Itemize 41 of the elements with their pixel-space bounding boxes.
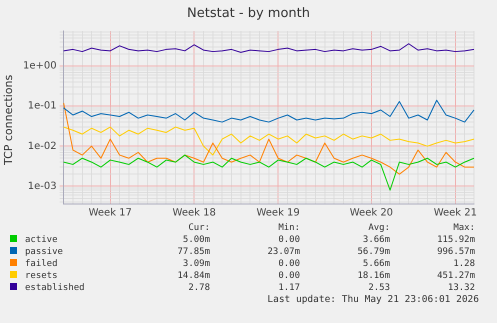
text: 5.66m	[362, 258, 390, 270]
text: 1.17	[277, 282, 300, 294]
text: 0.00	[277, 258, 300, 270]
text: 56.79m	[356, 246, 390, 258]
legend-label: active	[24, 234, 59, 246]
x-tick-label: Week 20	[350, 208, 394, 219]
text: 115.92m	[436, 234, 475, 246]
x-tick-label: Week 21	[434, 208, 478, 219]
y-tick-label: 1e-01	[28, 100, 57, 112]
text: 13.32	[446, 282, 475, 294]
text: 2.78	[187, 282, 210, 294]
legend-label: failed	[24, 258, 59, 270]
text: Cur:	[187, 222, 210, 234]
text: Avg:	[367, 222, 390, 234]
text: 14.84m	[176, 270, 210, 282]
legend-label: resets	[24, 270, 59, 282]
legend-label: established	[24, 282, 86, 294]
x-tick-label: Week 17	[88, 208, 132, 219]
chart-title: Netstat - by month	[186, 6, 311, 21]
text: 0.00	[277, 270, 300, 282]
y-tick-label: 1e+00	[22, 60, 57, 72]
text: 5.00m	[182, 234, 210, 246]
text: Min:	[277, 222, 300, 234]
legend-label: passive	[24, 246, 64, 258]
text: 77.85m	[176, 246, 210, 258]
text: 0.00	[277, 234, 300, 246]
text: 996.57m	[436, 246, 475, 258]
text: 451.27m	[436, 270, 475, 282]
text: 23.07m	[266, 246, 300, 258]
y-tick-label: 1e-02	[28, 140, 57, 152]
text: 1.28	[452, 258, 475, 270]
text: 3.66m	[362, 234, 390, 246]
text: Max:	[452, 222, 475, 234]
y-axis-title: TCP connections	[2, 74, 16, 168]
text: Last update: Thu May 21 23:06:01 2026	[267, 294, 479, 305]
x-tick-label: Week 19	[256, 208, 300, 219]
y-tick-label: 1e-03	[28, 180, 57, 192]
text: 18.16m	[356, 270, 390, 282]
x-tick-label: Week 18	[172, 208, 216, 219]
text: 3.09m	[182, 258, 210, 270]
text: 2.53	[367, 282, 390, 294]
